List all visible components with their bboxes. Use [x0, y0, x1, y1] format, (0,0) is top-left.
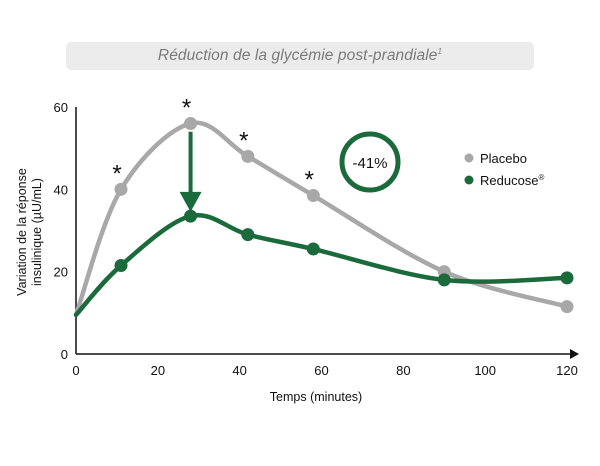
significance-star: *: [239, 127, 248, 154]
legend-label-reducose: Reducose®: [480, 173, 545, 188]
legend-label-placebo: Placebo: [480, 151, 527, 166]
reduction-badge-text: -41%: [352, 155, 387, 172]
data-point-placebo: [114, 182, 128, 196]
series-line-reducose: [73, 212, 570, 318]
x-axis-title: Temps (minutes): [270, 390, 362, 404]
x-tick-label: 120: [556, 363, 578, 378]
data-point-reducose: [306, 242, 320, 256]
reduction-badge-circle: [339, 131, 401, 193]
y-tick-label: 40: [54, 182, 68, 197]
series-layer: [73, 116, 574, 318]
chart-title-banner: Réduction de la glycémie post-prandiale1: [66, 42, 534, 70]
data-point-reducose: [184, 209, 198, 223]
legend-marker-reducose: [464, 175, 474, 185]
x-tick-label: 40: [232, 363, 246, 378]
x-tick-label: 100: [474, 363, 496, 378]
data-point-placebo: [560, 300, 574, 314]
data-point-placebo: [184, 116, 198, 130]
legend: Placebo Reducose®: [464, 151, 545, 188]
y-tick-label: 60: [54, 100, 68, 115]
significance-star: *: [182, 94, 191, 121]
significance-star: *: [112, 160, 121, 187]
data-point-reducose: [114, 258, 128, 272]
x-tick-label: 80: [396, 363, 410, 378]
y-tick-label: 0: [61, 347, 68, 362]
y-axis-title-line-2: insulinique (µU/mL): [30, 178, 44, 286]
axes: [75, 107, 579, 359]
tick-labels: 0 20 40 60 80 100 120 0 20 40 60: [54, 100, 578, 378]
data-point-placebo: [306, 189, 320, 203]
data-point-reducose: [241, 228, 255, 242]
title-footnote: 1: [437, 46, 443, 56]
y-axis-title: Variation de la réponse insulinique (µU/…: [15, 168, 44, 296]
data-point-reducose: [560, 271, 574, 285]
x-tick-label: 60: [314, 363, 328, 378]
y-tick-label: 20: [54, 265, 68, 280]
x-tick-label: 20: [151, 363, 165, 378]
x-axis-arrowhead: [570, 349, 579, 359]
annotations: * * * * -41%: [112, 94, 401, 212]
chart-title: Réduction de la glycémie post-prandiale1: [157, 46, 443, 65]
reduction-arrow-head: [179, 191, 202, 212]
data-point-placebo: [241, 149, 255, 163]
data-point-reducose: [437, 273, 451, 287]
y-axis-title-line-1: Variation de la réponse: [15, 168, 29, 296]
significance-star: *: [305, 167, 314, 194]
x-tick-label: 0: [72, 363, 79, 378]
legend-marker-placebo: [464, 153, 474, 163]
